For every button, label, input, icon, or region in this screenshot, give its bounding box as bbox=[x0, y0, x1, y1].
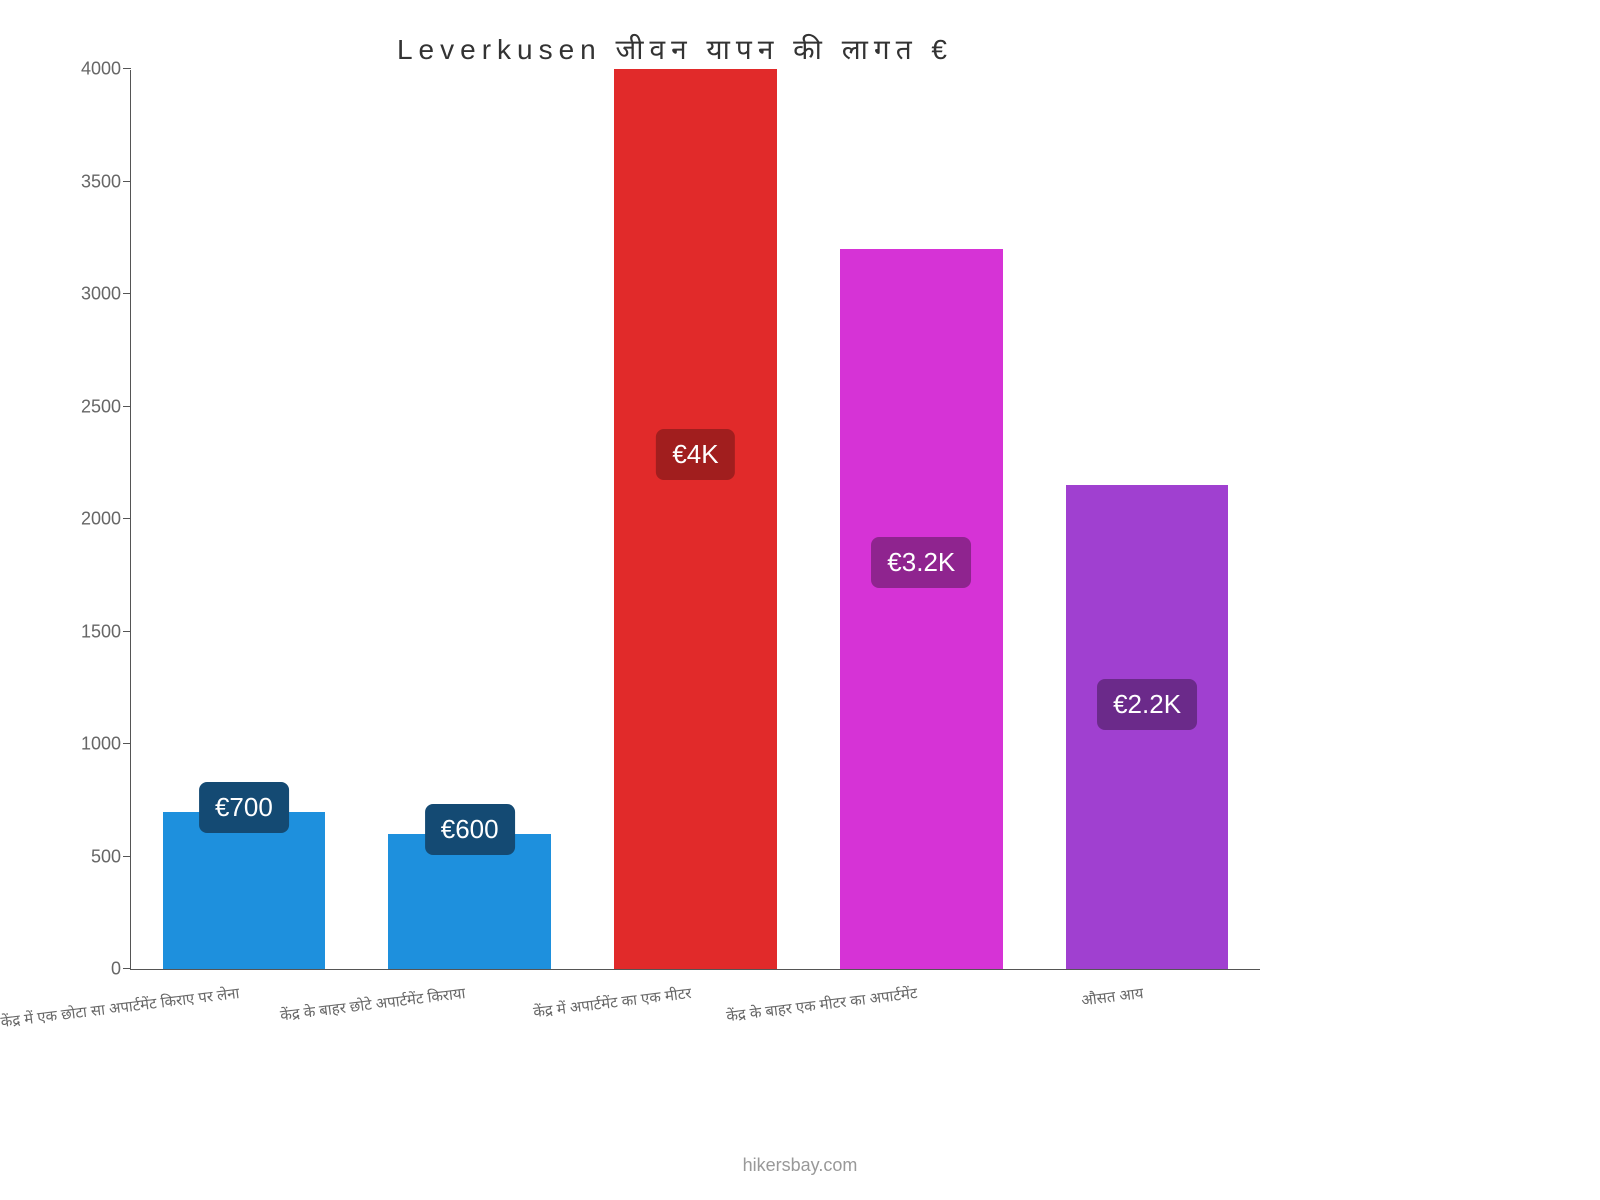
bar: €2.2K bbox=[1066, 485, 1229, 969]
bar-value-label: €4K bbox=[656, 429, 734, 480]
y-tick-mark bbox=[123, 293, 131, 294]
bar-slot: €3.2K bbox=[820, 70, 1023, 969]
plot-area: €700€600€4K€3.2K€2.2K 050010001500200025… bbox=[130, 70, 1260, 970]
cost-of-living-chart: Leverkusen जीवन यापन की लागत € €700€600€… bbox=[60, 30, 1290, 1050]
y-tick-mark bbox=[123, 181, 131, 182]
x-axis-label: केंद्र के बाहर छोटे अपार्टमेंट किराया bbox=[279, 983, 466, 1026]
y-tick-mark bbox=[123, 631, 131, 632]
x-axis-label: केंद्र के बाहर एक मीटर का अपार्टमेंट bbox=[725, 983, 918, 1026]
bar: €700 bbox=[163, 812, 326, 970]
y-tick-label: 2000 bbox=[61, 509, 121, 530]
y-tick-mark bbox=[123, 406, 131, 407]
y-tick-label: 1000 bbox=[61, 734, 121, 755]
y-tick-mark bbox=[123, 68, 131, 69]
y-tick-mark bbox=[123, 856, 131, 857]
y-tick-label: 0 bbox=[61, 959, 121, 980]
bar-slot: €2.2K bbox=[1045, 70, 1248, 969]
chart-title: Leverkusen जीवन यापन की लागत € bbox=[60, 30, 1290, 70]
y-tick-label: 2500 bbox=[61, 396, 121, 417]
bar-value-label: €600 bbox=[425, 804, 515, 855]
y-tick-label: 3500 bbox=[61, 171, 121, 192]
y-tick-label: 500 bbox=[61, 846, 121, 867]
bar-value-label: €700 bbox=[199, 782, 289, 833]
y-tick-mark bbox=[123, 743, 131, 744]
x-axis-label: औसत आय bbox=[1080, 983, 1144, 1010]
attribution-text: hikersbay.com bbox=[0, 1155, 1600, 1176]
bar-value-label: €2.2K bbox=[1097, 679, 1197, 730]
x-axis-labels: केंद्र में एक छोटा सा अपार्टमेंट किराए प… bbox=[130, 975, 1260, 1095]
bars-container: €700 €600 €4K €3.2K €2.2K bbox=[131, 70, 1260, 969]
x-axis-label: केंद्र में एक छोटा सा अपार्टमेंट किराए प… bbox=[0, 983, 240, 1032]
bar-slot: €700 bbox=[142, 70, 345, 969]
bar: €4K bbox=[614, 69, 777, 969]
y-tick-label: 4000 bbox=[61, 59, 121, 80]
bar-slot: €600 bbox=[368, 70, 571, 969]
bar-slot: €4K bbox=[594, 70, 797, 969]
bar-value-label: €3.2K bbox=[871, 537, 971, 588]
bar: €600 bbox=[388, 834, 551, 969]
y-tick-label: 3000 bbox=[61, 284, 121, 305]
y-tick-label: 1500 bbox=[61, 621, 121, 642]
bar: €3.2K bbox=[840, 249, 1003, 969]
y-tick-mark bbox=[123, 518, 131, 519]
y-tick-mark bbox=[123, 968, 131, 969]
x-axis-label: केंद्र में अपार्टमेंट का एक मीटर bbox=[532, 983, 692, 1022]
